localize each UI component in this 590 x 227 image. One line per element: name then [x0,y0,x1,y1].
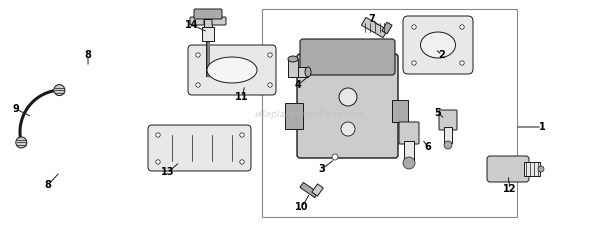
Circle shape [460,25,464,29]
FancyBboxPatch shape [439,110,457,130]
Ellipse shape [305,67,311,77]
Circle shape [156,160,160,164]
Circle shape [54,85,65,96]
Text: 3: 3 [319,164,325,174]
Bar [382,22,392,34]
Bar [300,182,318,198]
Bar [204,19,212,29]
Text: 14: 14 [185,20,199,30]
Bar [202,27,214,41]
FancyBboxPatch shape [403,16,473,74]
Text: 8: 8 [45,180,51,190]
Ellipse shape [207,57,257,83]
Ellipse shape [421,32,455,58]
Bar [285,103,303,129]
Text: 2: 2 [438,50,445,60]
FancyBboxPatch shape [399,122,419,144]
Circle shape [412,25,416,29]
Text: 1: 1 [539,122,545,132]
Circle shape [240,160,244,164]
Text: 7: 7 [369,14,375,24]
Text: 11: 11 [235,92,249,102]
Circle shape [16,137,27,148]
Circle shape [341,122,355,136]
Text: 10: 10 [295,202,309,212]
Circle shape [332,154,338,160]
Bar [524,162,540,176]
Circle shape [268,83,272,87]
Bar [312,184,323,196]
FancyBboxPatch shape [188,45,276,95]
FancyBboxPatch shape [297,54,398,158]
Text: eReplacementParts.com: eReplacementParts.com [255,111,365,119]
Bar [288,67,308,77]
Ellipse shape [288,56,298,62]
Circle shape [444,141,452,149]
FancyBboxPatch shape [194,9,222,19]
Text: 12: 12 [503,184,517,194]
Circle shape [403,157,415,169]
Circle shape [339,88,357,106]
Circle shape [538,166,544,172]
Circle shape [156,133,160,137]
Circle shape [412,61,416,65]
Circle shape [268,53,272,57]
Text: 8: 8 [84,50,91,60]
FancyBboxPatch shape [300,39,395,75]
Circle shape [196,83,200,87]
Text: 13: 13 [161,167,175,177]
Bar [392,100,408,122]
FancyBboxPatch shape [148,125,251,171]
FancyBboxPatch shape [212,17,226,25]
Text: 6: 6 [425,142,431,152]
FancyBboxPatch shape [487,156,529,182]
Text: 5: 5 [435,108,441,118]
Bar [444,127,452,143]
Text: 4: 4 [294,80,301,90]
Bar [262,9,517,217]
Circle shape [240,133,244,137]
Bar [288,59,298,77]
Text: 9: 9 [12,104,19,114]
FancyBboxPatch shape [190,17,204,25]
Bar [404,141,414,161]
Circle shape [196,53,200,57]
Bar [362,17,388,38]
Circle shape [460,61,464,65]
